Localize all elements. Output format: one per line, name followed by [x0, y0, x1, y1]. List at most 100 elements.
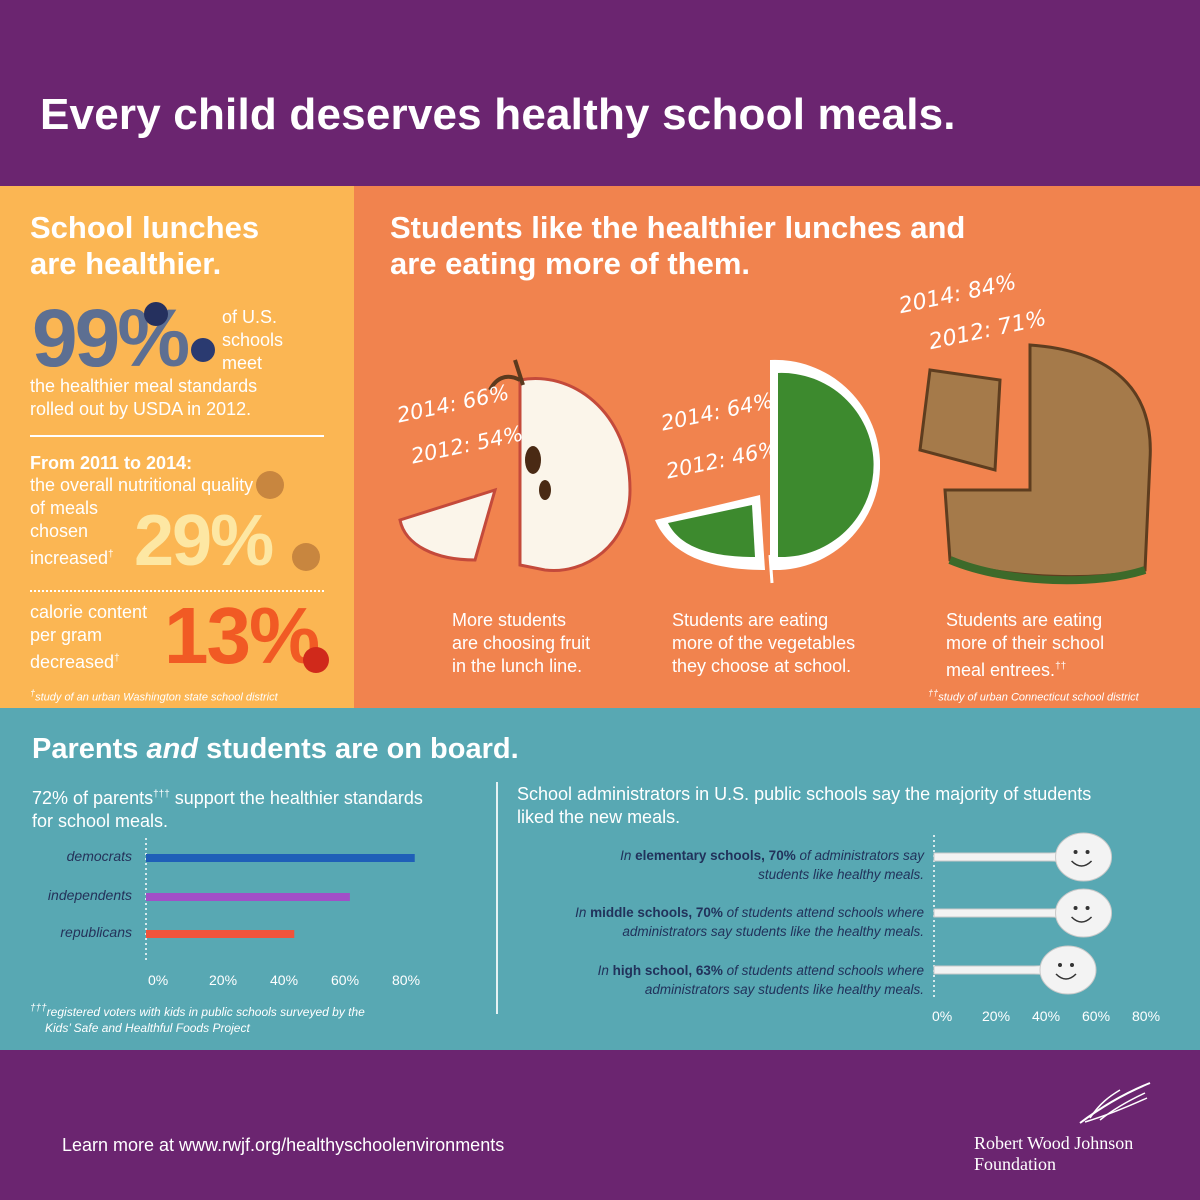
entree-caption-line2: more of their school [946, 633, 1105, 653]
fork1-c: of administrators say [795, 848, 924, 863]
fruit-caption: More students are choosing fruit in the … [452, 609, 590, 678]
entree-caption-line3-text: meal entrees. [946, 660, 1056, 680]
fork1-b: elementary schools, 70% [635, 848, 796, 863]
teal-heading: Parents and students are on board. [32, 733, 519, 766]
admin-subtitle: School administrators in U.S. public sch… [517, 783, 1091, 829]
parents-tick-3: 60% [331, 972, 360, 988]
stat3-text-a: calorie content [30, 602, 148, 622]
fork2-text: In middle schools, 70% of students atten… [575, 903, 924, 941]
yellow-heading-line1: School lunches [30, 210, 260, 245]
bar-republicans [146, 930, 295, 938]
entree-caption-mark: †† [1055, 661, 1067, 672]
learn-more-link[interactable]: Learn more at www.rwjf.org/healthyschool… [62, 1135, 505, 1155]
fork3-line1: In high school, 63% of students attend s… [598, 961, 924, 980]
stat2-text-c: chosen [30, 521, 89, 541]
yellow-footnote: †study of an urban Washington state scho… [30, 688, 278, 704]
footer-band [0, 1050, 1200, 1200]
stat3-text-c-word: decreased [30, 652, 115, 672]
stat1-text-e: rolled out by USDA in 2012. [30, 399, 252, 419]
teal-footnote-line2: Kids’ Safe and Healthful Foods Project [45, 1021, 250, 1035]
stat1-text-c: meet [222, 353, 263, 373]
stat-13-percent: 13% [164, 591, 320, 680]
orange-heading: Students like the healthier lunches and … [390, 210, 965, 282]
fork2-line1: In middle schools, 70% of students atten… [575, 903, 924, 922]
veg-caption-line2: more of the vegetables [672, 633, 856, 653]
fork3-b: high school, 63% [612, 963, 723, 978]
dagger-mark: † [108, 549, 114, 560]
fruit-caption-line2: are choosing fruit [452, 633, 591, 653]
yellow-heading-line2: are healthier. [30, 246, 222, 281]
parents-mark: ††† [153, 789, 170, 800]
teal-heading-a: Parents [32, 733, 147, 765]
green-beans-bowl-illustration [655, 359, 880, 584]
yellow-heading: School lunches are healthier. [30, 210, 259, 282]
parents-tick-1: 20% [209, 972, 238, 988]
spork-tick-0: 0% [932, 1008, 953, 1024]
veg-caption: Students are eating more of the vegetabl… [672, 609, 855, 678]
crackers-icon [256, 471, 320, 571]
fork3-c: of students attend schools where [722, 963, 924, 978]
stat2-text-d-word: increased [30, 548, 109, 568]
spork-bar-1 [933, 888, 1113, 938]
orange-footnote: ††study of urban Connecticut school dist… [928, 688, 1139, 704]
spork-bar-2 [933, 945, 1097, 995]
fork3-line2: administrators say students like healthy… [644, 982, 924, 997]
stat-29-percent: 29% [134, 501, 274, 581]
on-board-panel [0, 708, 1200, 1050]
fork2-b: middle schools, 70% [590, 905, 723, 920]
dotted-divider [30, 590, 324, 592]
fruit-caption-line1: More students [452, 610, 567, 630]
org-line1: Robert Wood Johnson [974, 1133, 1134, 1153]
blueberries-icon [144, 302, 215, 362]
stat1-text-d: the healthier meal standards [30, 376, 258, 396]
parents-bar-chart [145, 838, 415, 962]
orange-footnote-mark: †† [928, 688, 939, 698]
vertical-divider [496, 782, 498, 1014]
parents-line1-a: 72% of parents [32, 788, 154, 808]
teal-heading-c: students are on board. [198, 733, 519, 765]
apple-illustration [398, 359, 632, 573]
rwjf-feather-logo-icon [1079, 1082, 1151, 1124]
yellow-footnote-text: study of an urban Washington state schoo… [35, 691, 278, 704]
divider [30, 435, 324, 437]
veg-caption-line3: they choose at school. [672, 656, 852, 676]
teal-footnote-line1-text: registered voters with kids in public sc… [46, 1005, 365, 1019]
fork1-line2: students like healthy meals. [758, 867, 924, 882]
fork1-a: In [620, 848, 636, 863]
parents-subtitle-line2: for school meals. [32, 811, 169, 831]
fruit-caption-line3: in the lunch line. [452, 656, 583, 676]
orange-heading-line2: are eating more of them. [390, 246, 751, 281]
healthier-lunches-panel [0, 186, 354, 708]
stat2-text-a: the overall nutritional quality [30, 475, 254, 495]
stat3-text-c: decreased† [30, 647, 120, 674]
teal-footnote: †††registered voters with kids in public… [30, 1001, 365, 1036]
org-line2: Foundation [974, 1154, 1057, 1174]
bar-label-democrats: democrats [66, 848, 132, 864]
period-label: From 2011 to 2014: [30, 453, 193, 473]
orange-heading-line1: Students like the healthier lunches and [390, 210, 966, 245]
spork-tick-3: 60% [1082, 1008, 1111, 1024]
footnote-dagger: † [30, 688, 36, 698]
fork1-text: In elementary schools, 70% of administra… [620, 846, 924, 884]
spork-tick-4: 80% [1132, 1008, 1161, 1024]
parents-subtitle-line1: 72% of parents††† support the healthier … [32, 783, 423, 810]
bar-label-independents: independents [47, 887, 132, 903]
fork1-line1: In elementary schools, 70% of administra… [620, 846, 924, 865]
teal-footnote-line1: †††registered voters with kids in public… [30, 1001, 365, 1020]
stat2-text-b: of meals [30, 498, 99, 518]
fork2-c: of students attend schools where [722, 905, 924, 920]
stat2-text-d: increased† [30, 543, 114, 570]
rwjf-logo-text: Robert Wood Johnson Foundation [974, 1133, 1133, 1175]
dagger-mark-2: † [114, 653, 120, 664]
parents-tick-4: 80% [392, 972, 421, 988]
parents-line1-b: support the healthier standards [169, 788, 423, 808]
entree-caption-line3: meal entrees.†† [946, 655, 1104, 682]
entree-caption: Students are eating more of their school… [946, 609, 1104, 682]
veg-caption-line1: Students are eating [672, 610, 829, 630]
header-band: Every child deserves healthy school meal… [0, 0, 1200, 186]
teal-heading-and: and [146, 733, 199, 765]
teal-footnote-mark: ††† [30, 1003, 47, 1014]
spork-bar-0 [933, 832, 1113, 882]
spork-tick-1: 20% [982, 1008, 1011, 1024]
stat3-text-b: per gram [30, 625, 103, 645]
